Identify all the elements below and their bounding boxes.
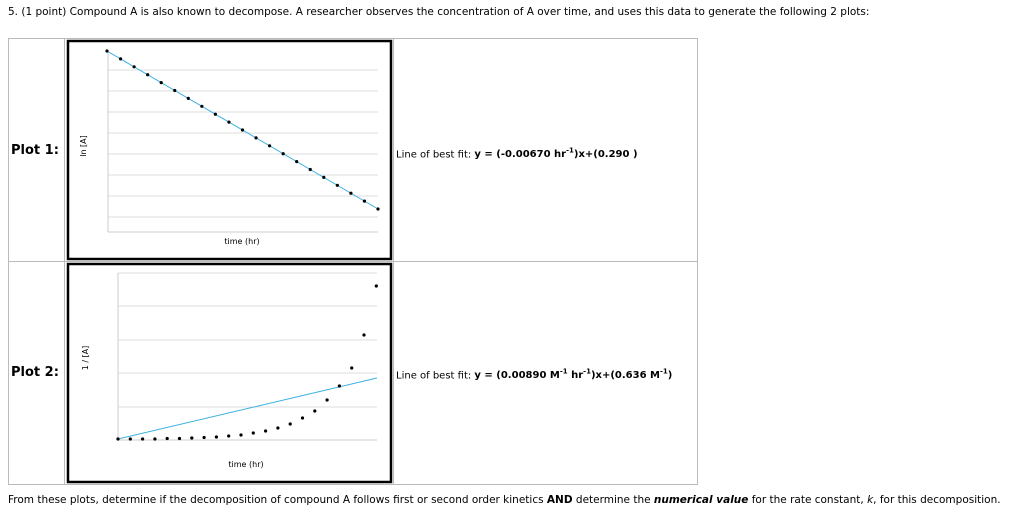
point <box>118 57 123 61</box>
point <box>264 429 268 433</box>
point <box>362 333 366 337</box>
plot-label: Plot 2: <box>11 365 59 380</box>
fit-text: Line of best fit: y = (0.00890 M-1 hr-1)… <box>396 368 672 381</box>
point <box>295 160 299 164</box>
x-axis-label: time (hr) <box>228 460 263 469</box>
point <box>202 435 206 440</box>
point <box>141 437 145 441</box>
fit-equation: y = (-0.00670 hr-1)x+(0.290 ) <box>474 147 638 161</box>
fit-equation: y = (0.00890 M-1 hr-1)x+(0.636 M-1) <box>474 368 673 382</box>
point <box>186 96 190 100</box>
footer-text: for the rate constant, <box>748 494 868 506</box>
point <box>349 191 353 195</box>
plot-2: 1 / [A] time (hr) <box>66 262 393 484</box>
superscript: -1 <box>583 368 591 376</box>
point <box>322 175 326 179</box>
footer: From these plots, determine if the decom… <box>8 494 1001 506</box>
equation-text: y = (-0.00670 hr <box>474 149 567 161</box>
point <box>281 152 285 156</box>
point <box>374 284 378 288</box>
point <box>200 104 204 108</box>
point <box>128 437 132 441</box>
superscript: -1 <box>559 368 568 376</box>
point <box>337 384 341 388</box>
point <box>335 183 339 187</box>
point <box>105 49 109 53</box>
equation-text: hr <box>567 370 584 382</box>
point <box>214 435 218 439</box>
x-axis-label: time (hr) <box>224 237 259 246</box>
point <box>288 422 292 426</box>
fit-prefix: Line of best fit: <box>396 370 475 382</box>
point <box>268 144 272 148</box>
point <box>146 73 150 77</box>
y-axis-label: 1 / [A] <box>81 346 90 371</box>
point <box>251 431 255 435</box>
point <box>376 207 380 211</box>
point <box>132 65 136 69</box>
plot-frame <box>66 39 393 261</box>
plot-label: Plot 1: <box>11 143 59 158</box>
y-axis-label: ln [A] <box>79 135 88 157</box>
footer-text: k <box>867 494 874 506</box>
grid <box>117 272 377 441</box>
point <box>240 128 245 132</box>
point <box>308 167 312 172</box>
question: 5. (1 point) Compound A is also known to… <box>8 6 870 18</box>
point <box>362 199 367 203</box>
fit-line <box>117 377 378 440</box>
point <box>177 436 182 441</box>
point <box>227 120 231 124</box>
fit-prefix: Line of best fit: <box>396 149 475 161</box>
footer-text: , for this decomposition. <box>873 494 1001 506</box>
equation-text: y = (0.00890 M <box>474 370 560 382</box>
equation-text: )x+(0.290 ) <box>573 149 638 161</box>
point <box>313 409 317 413</box>
superscript: -1 <box>660 368 668 376</box>
plot-1: ln [A] time (hr) <box>66 39 393 261</box>
footer-text: AND <box>546 494 573 506</box>
cell <box>393 261 698 485</box>
footer-text: numerical value <box>653 494 749 506</box>
point <box>239 433 243 437</box>
point <box>325 398 329 402</box>
point <box>190 436 194 440</box>
point <box>276 426 280 430</box>
equation-text: )x+(0.636 M <box>590 370 660 382</box>
fit-text: Line of best fit: y = (-0.00670 hr-1)x+(… <box>396 147 638 160</box>
footer-text: determine the <box>572 494 654 506</box>
point <box>165 436 169 441</box>
grid <box>107 50 378 233</box>
footer-text: From these plots, determine if the decom… <box>8 494 547 506</box>
point <box>227 434 231 438</box>
equation-text: ) <box>667 370 673 382</box>
points <box>116 284 378 441</box>
point <box>159 81 163 85</box>
point <box>116 437 120 441</box>
point <box>213 112 217 116</box>
superscript: -1 <box>566 147 574 155</box>
point <box>300 416 305 420</box>
point <box>254 136 258 140</box>
point <box>173 88 177 93</box>
point <box>153 437 157 441</box>
points <box>105 49 380 211</box>
point <box>350 366 354 370</box>
